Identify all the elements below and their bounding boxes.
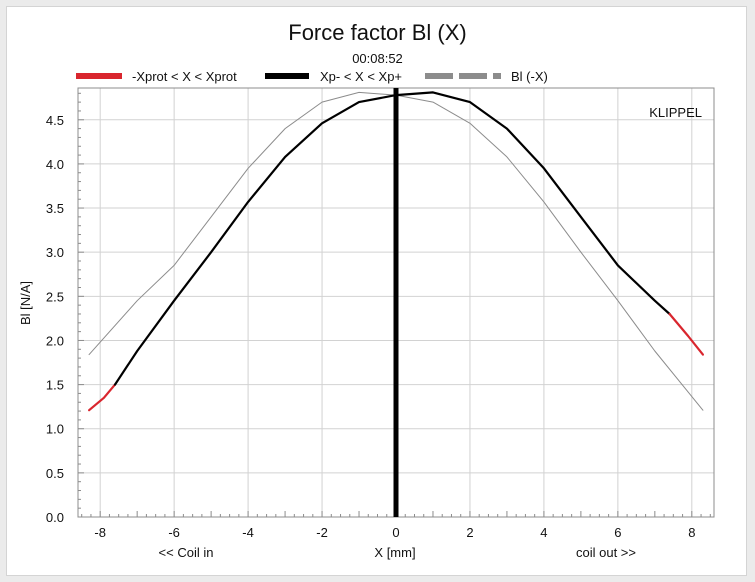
x-tick-label: -4 <box>242 525 254 540</box>
y-tick-label: 1.0 <box>46 422 64 437</box>
x-tick-label: 0 <box>392 525 399 540</box>
x-tick-label: -8 <box>94 525 106 540</box>
x-tick-label: -6 <box>168 525 180 540</box>
series-line <box>87 383 117 412</box>
y-tick-labels: 0.0 0.5 1.0 1.5 2.0 2.5 3.0 3.5 4.0 4.5 <box>46 113 64 525</box>
coil-in-label: << Coil in <box>159 545 214 560</box>
y-axis-label: Bl [N/A] <box>18 281 33 325</box>
chart-card <box>6 6 747 576</box>
x-tick-label: 6 <box>614 525 621 540</box>
series-line <box>668 312 705 356</box>
watermark-label: KLIPPEL <box>649 105 702 120</box>
y-tick-label: 3.0 <box>46 245 64 260</box>
x-tick-label: 8 <box>688 525 695 540</box>
legend-label-xp: Xp- < X < Xp+ <box>320 69 402 84</box>
chart-title: Force factor Bl (X) <box>288 20 467 45</box>
x-tick-label: 2 <box>466 525 473 540</box>
legend: -Xprot < X < Xprot Xp- < X < Xp+ Bl (-X) <box>76 69 548 84</box>
y-tick-label: 0.5 <box>46 466 64 481</box>
legend-label-bl-neg: Bl (-X) <box>511 69 548 84</box>
grid <box>78 88 714 518</box>
x-tick-label: -2 <box>316 525 328 540</box>
y-tick-label: 2.5 <box>46 289 64 304</box>
chart-subtitle: 00:08:52 <box>352 51 403 66</box>
y-tick-label: 4.5 <box>46 113 64 128</box>
minor-ticks <box>78 92 711 518</box>
x-axis-label: X [mm] <box>374 545 415 560</box>
series-layer <box>87 88 705 517</box>
x-tick-labels: -8 -6 -4 -2 0 2 4 6 8 <box>94 525 695 540</box>
legend-label-xprot: -Xprot < X < Xprot <box>132 69 237 84</box>
y-tick-label: 1.5 <box>46 378 64 393</box>
y-tick-label: 0.0 <box>46 510 64 525</box>
y-tick-label: 3.5 <box>46 201 64 216</box>
y-tick-label: 4.0 <box>46 157 64 172</box>
y-tick-label: 2.0 <box>46 333 64 348</box>
x-tick-label: 4 <box>540 525 547 540</box>
coil-out-label: coil out >> <box>576 545 636 560</box>
